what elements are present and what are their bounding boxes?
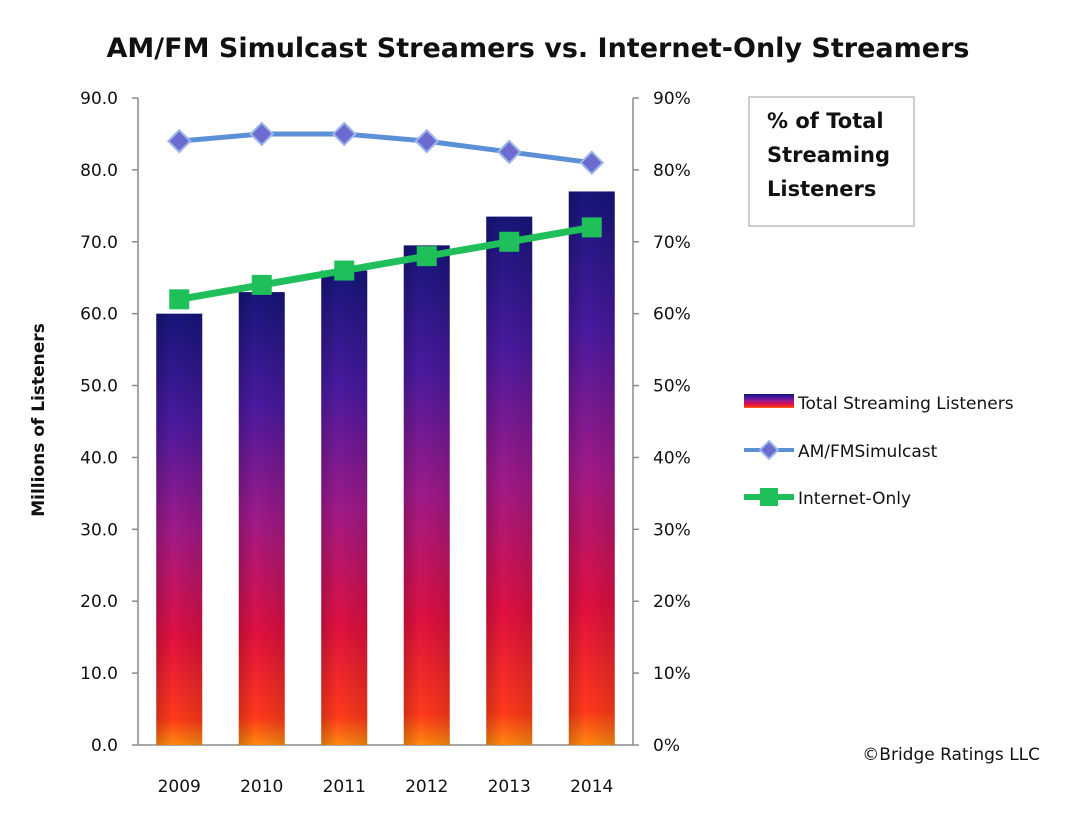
y2-tick-label: 30% (653, 520, 691, 540)
legend-diamond-marker (758, 439, 780, 461)
y-tick-label: 80.0 (80, 161, 118, 181)
series-line-diamond (179, 131, 593, 166)
legend: Total Streaming Listeners AM/FMSimulcast I… (744, 394, 1014, 509)
y2-tick-label: 80% (653, 161, 691, 181)
x-tick-label: 2014 (570, 777, 613, 797)
y2-tick-label: 70% (653, 233, 691, 253)
series-line-square (178, 223, 593, 303)
bars-group (156, 191, 615, 745)
y2-tick-label: 0% (653, 736, 680, 756)
diamond-point (166, 128, 192, 154)
square-point (499, 231, 520, 252)
square-point (581, 217, 602, 238)
square-point (169, 289, 190, 310)
y-axis-label: Millions of Listeners (29, 323, 49, 517)
x-tick-label: 2012 (405, 777, 448, 797)
diamond-point (414, 128, 440, 154)
y-tick-label: 90.0 (80, 89, 118, 109)
annotation-box: % of Total Streaming Listeners (748, 96, 915, 227)
diamond-point (496, 139, 522, 165)
y2-tick-label: 90% (653, 89, 691, 109)
credit-text: ©Bridge Ratings LLC (862, 745, 1040, 765)
square-point (334, 260, 355, 281)
y2-tick-label: 60% (653, 305, 691, 325)
bar-shade (486, 216, 533, 745)
axes (137, 98, 634, 746)
y-tick-label: 0.0 (91, 736, 118, 756)
chart-title: AM/FM Simulcast Streamers vs. Internet-O… (107, 33, 970, 64)
legend-square-marker (760, 488, 778, 506)
y-tick-label: 50.0 (80, 377, 118, 397)
y-tick-label: 30.0 (80, 520, 118, 540)
legend-label: Internet-Only (798, 489, 911, 509)
bar-shade (238, 292, 285, 745)
diamond-point (579, 150, 605, 176)
bar-shade (403, 245, 450, 745)
square-point (416, 246, 437, 267)
ticks-group: 0.0 10.0 20.0 30.0 40.0 50.0 60.0 70.0 80.0 90.0 0… (80, 89, 691, 797)
annotation-text: % of Total Streaming Listeners (767, 109, 890, 201)
y2-tick-label: 50% (653, 377, 691, 397)
y-tick-label: 60.0 (80, 305, 118, 325)
diamond-point (249, 121, 275, 147)
bar-shade (321, 270, 368, 745)
x-tick-label: 2009 (158, 777, 201, 797)
y2-tick-label: 40% (653, 448, 691, 468)
y-tick-label: 40.0 (80, 448, 118, 468)
y2-tick-label: 20% (653, 592, 691, 612)
legend-label: Total Streaming Listeners (797, 394, 1014, 414)
y-tick-label: 10.0 (80, 664, 118, 684)
bar-shade (568, 191, 615, 745)
legend-label: AM/FMSimulcast (798, 442, 938, 462)
x-tick-label: 2013 (488, 777, 531, 797)
legend-swatch-bar (744, 394, 794, 408)
x-tick-label: 2010 (240, 777, 283, 797)
y-tick-label: 20.0 (80, 592, 118, 612)
y-tick-label: 70.0 (80, 233, 118, 253)
y2-tick-label: 10% (653, 664, 691, 684)
bar-shade (156, 313, 203, 745)
square-point (251, 274, 272, 295)
lines-group (166, 121, 605, 310)
diamond-point (331, 121, 357, 147)
x-tick-label: 2011 (323, 777, 366, 797)
